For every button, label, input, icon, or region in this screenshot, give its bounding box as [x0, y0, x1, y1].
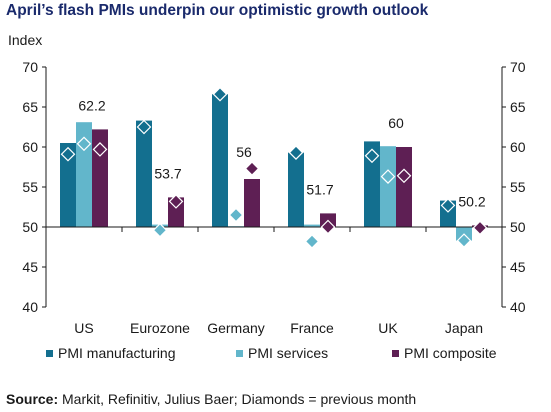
category-label: UK: [378, 320, 398, 336]
source-text: Markit, Refinitiv, Julius Baer; Diamonds…: [58, 391, 417, 407]
right-tick-label: 60: [510, 139, 526, 155]
diamond-prev-composite: [396, 168, 412, 184]
data-label-composite: 60: [388, 115, 404, 131]
bar-manufacturing: [136, 120, 152, 227]
data-label-composite: 56: [236, 144, 252, 160]
pmi-bar-chart: Index 40 45 50 55 60 65 70 40 45 50 55 60 65 70 62.2…: [8, 32, 526, 361]
bar-services: [380, 146, 396, 227]
right-tick-label: 50: [510, 219, 526, 235]
y-axis-title: Index: [8, 32, 42, 48]
legend-label-manufacturing: PMI manufacturing: [58, 345, 176, 361]
diamond-prev-composite: [320, 219, 336, 235]
diamond-prev-services: [456, 233, 472, 248]
legend-label-services: PMI services: [248, 345, 328, 361]
legend-swatch-services: [236, 350, 243, 357]
source-note: Source: Markit, Refinitiv, Julius Baer; …: [6, 391, 416, 407]
legend-swatch-manufacturing: [46, 350, 53, 357]
bar-manufacturing: [60, 143, 76, 227]
diamond-prev-composite: [472, 220, 488, 236]
diamond-prev-composite: [244, 161, 260, 176]
legend: PMI manufacturing PMI services PMI composi…: [46, 345, 497, 361]
left-tick-label: 40: [22, 299, 38, 315]
source-label: Source:: [6, 391, 59, 407]
bar-composite: [92, 129, 108, 227]
category-label: Eurozone: [130, 320, 190, 336]
diamond-prev-manufacturing: [212, 86, 228, 102]
right-tick-label: 65: [510, 99, 526, 115]
right-axis-ticks: 40 45 50 55 60 65 70: [502, 59, 526, 315]
left-tick-label: 70: [22, 59, 38, 75]
bar-composite: [168, 197, 184, 227]
legend-label-composite: PMI composite: [404, 345, 497, 361]
legend-swatch-composite: [392, 350, 399, 357]
data-label-composite: 50.2: [458, 193, 485, 209]
bar-services: [76, 122, 92, 227]
bars-layer: [60, 94, 488, 241]
axes-layer: [45, 67, 503, 307]
right-tick-label: 40: [510, 299, 526, 315]
diamond-prev-services: [380, 169, 396, 184]
diamond-prev-manufacturing: [364, 148, 380, 164]
category-label: Japan: [445, 320, 483, 336]
category-label: France: [290, 320, 334, 336]
left-tick-label: 50: [22, 219, 38, 235]
right-tick-label: 45: [510, 259, 526, 275]
bar-manufacturing: [212, 94, 228, 227]
diamond-prev-manufacturing: [288, 145, 304, 160]
diamond-prev-services: [304, 234, 320, 249]
left-tick-label: 65: [22, 99, 38, 115]
left-tick-label: 45: [22, 259, 38, 275]
bar-manufacturing: [364, 141, 380, 227]
diamond-prev-services: [228, 207, 244, 223]
diamond-prev-composite: [168, 194, 184, 209]
data-label-composite: 62.2: [78, 97, 105, 113]
bar-manufacturing: [288, 152, 304, 227]
bar-services: [304, 224, 320, 227]
bar-composite: [244, 179, 260, 227]
data-label-composite: 51.7: [306, 181, 333, 197]
category-label: US: [74, 320, 93, 336]
diamond-prev-manufacturing: [136, 119, 152, 135]
diamond-prev-services: [76, 136, 92, 152]
right-tick-label: 55: [510, 179, 526, 195]
chart-title: April’s flash PMIs underpin our optimist…: [6, 2, 429, 19]
category-label: Germany: [207, 320, 265, 336]
left-tick-label: 60: [22, 139, 38, 155]
diamond-prev-manufacturing: [440, 198, 456, 213]
data-label-composite: 53.7: [154, 165, 181, 181]
right-tick-label: 70: [510, 59, 526, 75]
left-tick-label: 55: [22, 179, 38, 195]
diamond-prev-services: [152, 222, 168, 238]
left-axis-ticks: 40 45 50 55 60 65 70: [22, 59, 46, 315]
bar-composite: [396, 147, 412, 227]
diamond-prev-composite: [92, 142, 108, 157]
category-labels-layer: US Eurozone Germany France UK Japan: [74, 320, 483, 336]
diamond-prev-manufacturing: [60, 146, 76, 162]
diamonds-layer: [60, 86, 488, 249]
data-labels-layer: 62.2 53.7 56 51.7 60 50.2: [78, 97, 485, 209]
